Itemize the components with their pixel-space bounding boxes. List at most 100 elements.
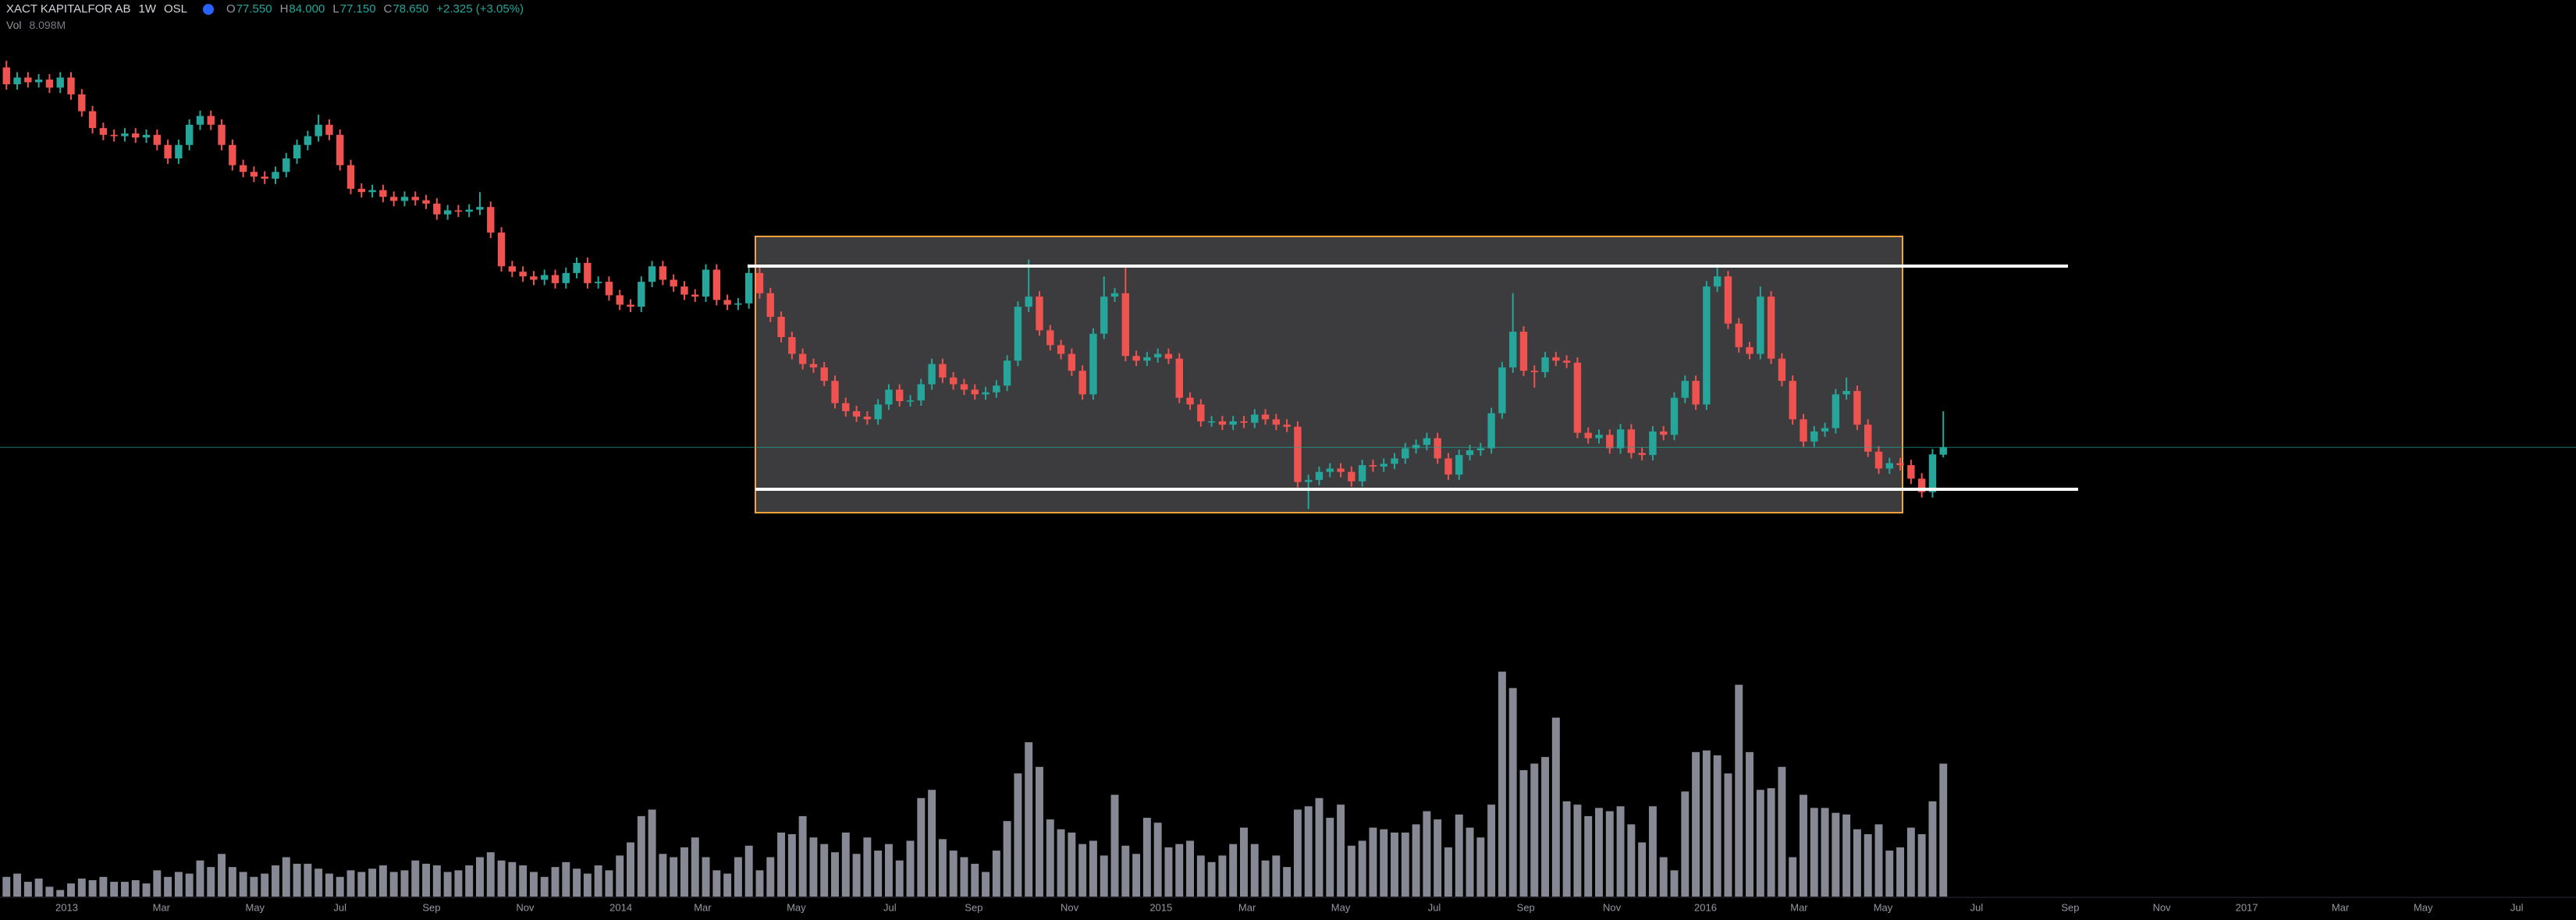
legend: XACT KAPITALFOR AB 1W OSL O 77.550 H 84.… xyxy=(6,2,524,33)
candle-body xyxy=(562,272,570,283)
x-tick-label: Mar xyxy=(694,901,712,913)
candle-body xyxy=(1735,323,1743,347)
volume-bar xyxy=(928,790,936,897)
volume-bar xyxy=(239,872,247,897)
volume-bar xyxy=(583,873,592,897)
candle-body xyxy=(185,124,194,145)
volume-bar xyxy=(949,851,958,897)
volume-bar xyxy=(1293,809,1302,897)
volume-bar xyxy=(120,882,129,897)
candle-body xyxy=(1670,397,1679,435)
candle-body xyxy=(357,188,365,193)
volume-bar xyxy=(196,860,204,897)
candle-body xyxy=(1627,429,1636,453)
candle-body xyxy=(691,294,699,297)
volume-bar xyxy=(1121,845,1130,897)
volume-bar xyxy=(1401,832,1409,897)
candle-body xyxy=(670,279,677,287)
volume-bar xyxy=(1153,822,1162,897)
volume-bar xyxy=(787,834,796,897)
volume-bar xyxy=(1347,845,1356,897)
volume-bar xyxy=(153,870,162,897)
interval: 1W xyxy=(138,2,157,16)
volume-bar xyxy=(992,851,1000,897)
volume-bar xyxy=(1164,847,1173,897)
ohlc-value: 77.150 xyxy=(339,2,376,16)
candle-body xyxy=(1153,353,1162,357)
candle-body xyxy=(454,210,463,212)
volume-bar xyxy=(755,870,764,897)
volume-bar xyxy=(443,872,452,897)
volume-bar xyxy=(1638,842,1647,897)
candle-body xyxy=(939,364,947,378)
candle-body xyxy=(250,172,258,177)
volume-bar xyxy=(1240,827,1248,897)
candle-body xyxy=(788,336,796,354)
volume-bar xyxy=(637,815,645,897)
candle-body xyxy=(1896,463,1904,466)
candle-body xyxy=(745,272,753,304)
candle-body xyxy=(1025,297,1032,307)
volume-bar xyxy=(142,883,151,897)
change: +2.325 (+3.05%) xyxy=(436,2,524,16)
x-tick-label: Jul xyxy=(1970,901,1984,913)
candle-body xyxy=(530,276,538,280)
candle-body xyxy=(56,77,64,88)
volume-bar xyxy=(1412,824,1420,897)
ohlc-value: 78.650 xyxy=(393,2,429,16)
candle-body xyxy=(1197,404,1205,421)
candle-body xyxy=(1928,454,1937,492)
candle-body xyxy=(272,172,279,179)
x-tick-label: May xyxy=(1874,901,1893,913)
candle-body xyxy=(627,304,634,307)
volume-bar xyxy=(540,876,549,897)
marks xyxy=(0,60,2576,897)
candle-body xyxy=(1874,451,1883,469)
candle-body xyxy=(508,266,517,272)
candle-body xyxy=(1466,450,1474,456)
volume-bar xyxy=(45,886,54,897)
volume-bar xyxy=(336,876,344,897)
candle-body xyxy=(616,295,624,305)
candle-body xyxy=(1885,463,1893,469)
volume-bar xyxy=(734,857,742,897)
candle-body xyxy=(1294,426,1302,482)
candle-body xyxy=(1789,381,1796,420)
candle-body xyxy=(928,364,936,385)
candle-body xyxy=(605,282,613,296)
candle-body xyxy=(1713,276,1721,287)
candle-body xyxy=(863,416,872,420)
candle-body xyxy=(1315,471,1324,481)
volume-bar xyxy=(67,883,75,897)
volume-bar xyxy=(1605,811,1614,897)
candle-body xyxy=(1434,438,1441,459)
candle-body xyxy=(1057,345,1065,354)
candle-body xyxy=(229,144,236,165)
candle-body xyxy=(1660,431,1668,435)
volume-bar xyxy=(670,857,678,897)
candle-body xyxy=(1552,357,1560,361)
candle-body xyxy=(659,266,667,280)
volume-bar xyxy=(1853,829,1861,897)
volume-bar xyxy=(1261,860,1270,897)
candle-body xyxy=(1530,371,1538,372)
candle-body xyxy=(885,389,893,405)
volume-bar xyxy=(432,865,441,897)
volume-bar xyxy=(1746,751,1753,897)
candle-body xyxy=(1207,421,1216,423)
volume-bar xyxy=(1025,742,1033,897)
volume-bar xyxy=(1132,854,1141,897)
volume-bar xyxy=(389,872,398,897)
volume-bar xyxy=(1229,844,1238,897)
volume-bar xyxy=(1466,827,1474,897)
x-tick-label: May xyxy=(787,901,806,913)
volume-bar xyxy=(497,860,506,897)
candle-body xyxy=(584,262,592,283)
candle-body xyxy=(2,67,10,84)
candle-body xyxy=(1864,424,1872,452)
candle-body xyxy=(1089,333,1097,395)
candle-body xyxy=(1508,332,1517,368)
candle-body xyxy=(164,144,172,159)
candle-body xyxy=(1746,346,1753,354)
volume-bar xyxy=(594,865,602,897)
